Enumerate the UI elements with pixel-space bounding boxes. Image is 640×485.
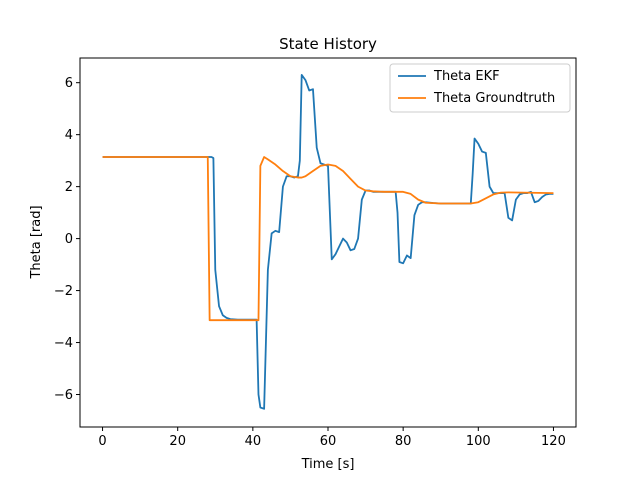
series-line-1 xyxy=(102,156,554,322)
y-axis-label: Theta [rad] xyxy=(29,205,44,279)
legend-label-groundtruth: Theta Groundtruth xyxy=(433,91,555,106)
y-tick-label: 6 xyxy=(65,76,73,91)
y-tick-label: −4 xyxy=(54,336,73,351)
x-tick-label: 100 xyxy=(466,434,491,449)
legend-label-ekf: Theta EKF xyxy=(433,69,500,84)
x-tick-label: 120 xyxy=(541,434,566,449)
y-tick-label: 2 xyxy=(65,180,73,195)
x-axis-label: Time [s] xyxy=(301,457,355,472)
x-axis: 0 20 40 60 80 100 120 xyxy=(98,427,566,449)
x-tick-label: 60 xyxy=(320,434,337,449)
y-axis: −6 −4 −2 0 2 4 6 xyxy=(54,76,80,403)
legend: Theta EKF Theta Groundtruth xyxy=(389,63,571,113)
x-tick-label: 0 xyxy=(98,434,106,449)
y-tick-label: 4 xyxy=(65,128,73,143)
legend-box xyxy=(389,63,571,113)
y-tick-label: 0 xyxy=(65,232,73,247)
chart-title: State History xyxy=(279,35,377,53)
x-tick-label: 20 xyxy=(169,434,186,449)
plot-lines xyxy=(102,73,554,410)
x-tick-label: 40 xyxy=(245,434,262,449)
y-tick-label: −6 xyxy=(54,388,73,403)
y-tick-label: −2 xyxy=(54,284,73,299)
x-tick-label: 80 xyxy=(395,434,412,449)
